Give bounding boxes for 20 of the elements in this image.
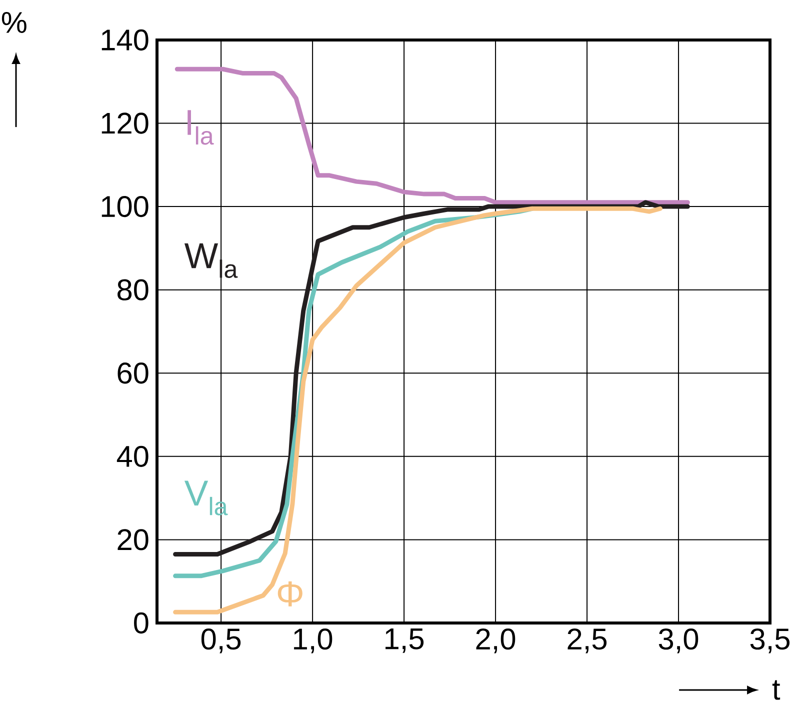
x-tick-label: 2,0 [476,628,516,654]
series-label: Φ [278,581,302,606]
x-axis-title: t [772,680,780,700]
line-series [173,206,662,614]
y-tick-label: 80 [118,279,148,300]
y-tick-label: 100 [102,196,148,218]
x-tick-label: 2,5 [568,628,607,654]
x-tick-label: 3,0 [658,628,698,654]
x-tick-label: 1,0 [294,628,332,654]
y-axis-title: % [2,12,26,33]
y-tick-label: 140 [102,29,148,51]
x-tick-label: 3,5 [750,628,790,654]
y-tick-label: 120 [102,112,148,134]
x-tick-label: 1,5 [386,628,424,653]
y-tick-label: 0 [134,612,148,634]
y-tick-label: 60 [118,362,148,384]
line-series [174,66,690,205]
y-tick-label: 20 [118,529,148,550]
y-tick-label: 40 [116,446,148,467]
x-tick-label: 0,5 [201,628,241,654]
